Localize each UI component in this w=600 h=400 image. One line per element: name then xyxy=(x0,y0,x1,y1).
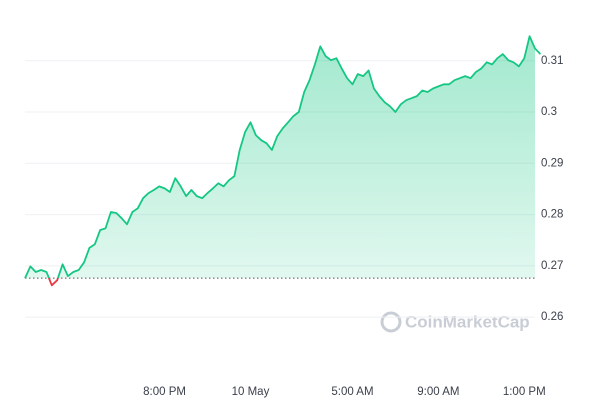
y-tick-label: 0.31 xyxy=(541,55,563,67)
watermark-text: CoinMarketCap xyxy=(405,312,530,331)
x-tick-label: 9:00 AM xyxy=(417,386,459,398)
y-tick-label: 0.26 xyxy=(541,311,563,323)
x-tick-label: 8:00 PM xyxy=(143,386,186,398)
y-tick-label: 0.3 xyxy=(541,106,557,118)
watermark: CoinMarketCap xyxy=(380,311,530,333)
x-tick-label: 10 May xyxy=(232,386,270,398)
price-line xyxy=(24,35,542,287)
y-tick-label: 0.27 xyxy=(541,260,563,272)
y-tick-label: 0.29 xyxy=(541,157,563,169)
x-tick-label: 1:00 PM xyxy=(503,386,546,398)
price-area xyxy=(25,36,535,279)
y-tick-label: 0.28 xyxy=(541,209,563,221)
x-tick-label: 5:00 AM xyxy=(331,386,373,398)
